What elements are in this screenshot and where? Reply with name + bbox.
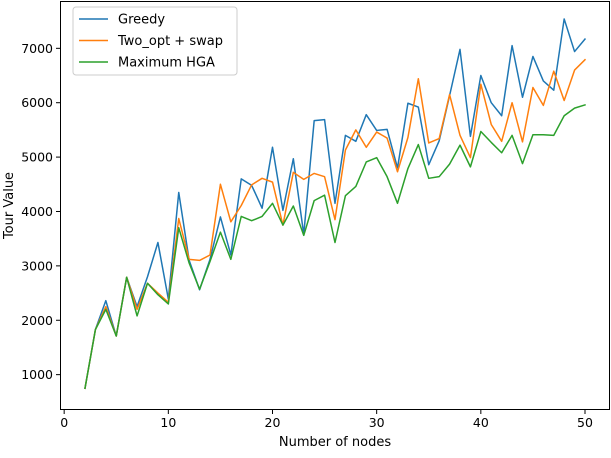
x-tick-label: 40 (473, 415, 489, 430)
legend-box (72, 6, 238, 76)
x-tick-label: 50 (577, 415, 593, 430)
x-tick-label: 0 (60, 415, 68, 430)
legend: Greedy Two_opt + swap Maximum HGA (72, 6, 238, 76)
series-line-2 (84, 103, 586, 390)
series-layer (84, 18, 587, 390)
x-tick-label: 30 (369, 415, 385, 430)
x-axis-label: Number of nodes (279, 435, 391, 450)
plot-frame (60, 1, 610, 410)
y-tick-label: 7000 (21, 41, 53, 56)
axes-layer: 0 10 20 30 40 50 1000 2000 3000 4000 5000 6000 7000 (21, 41, 593, 430)
y-axis-label: Tour Value (2, 172, 17, 240)
y-tick-label: 6000 (21, 95, 53, 110)
y-tick-label: 4000 (21, 204, 53, 219)
y-tick-label: 5000 (21, 150, 53, 165)
y-tick-label: 2000 (21, 313, 53, 328)
x-tick-label: 10 (160, 415, 176, 430)
x-tick-label: 20 (265, 415, 281, 430)
legend-label-2: Maximum HGA (118, 56, 215, 71)
legend-label-1: Two_opt + swap (117, 34, 223, 49)
y-tick-label: 3000 (21, 258, 53, 273)
y-tick-label: 1000 (21, 367, 53, 382)
legend-label-0: Greedy (118, 13, 165, 28)
